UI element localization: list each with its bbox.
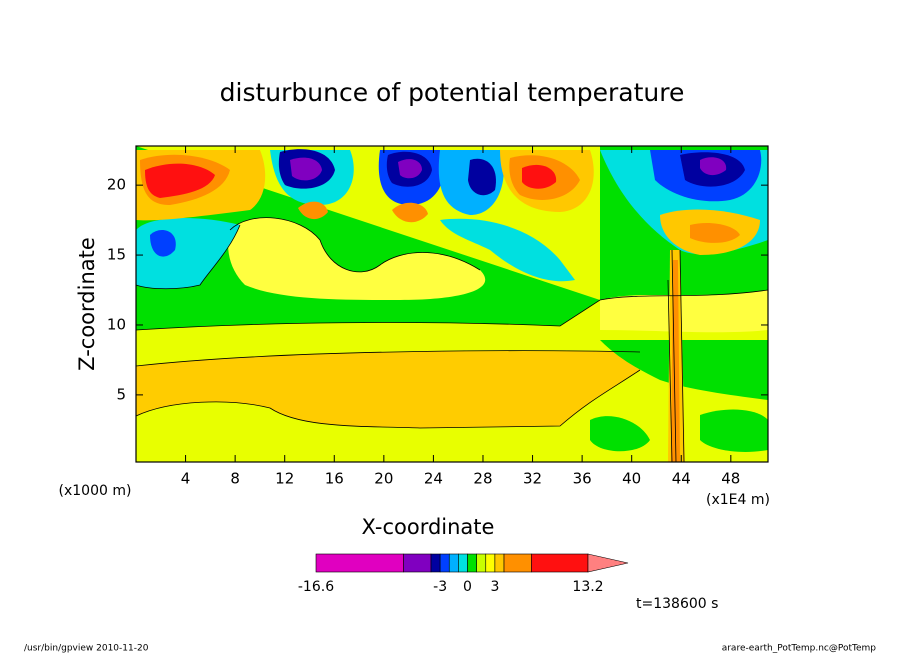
y-unit-label: (x1000 m) <box>59 483 132 499</box>
time-label: t=138600 s <box>636 596 718 612</box>
chart-title: disturbunce of potential temperature <box>220 78 685 107</box>
y-tick-label: 20 <box>107 176 126 194</box>
x-tick-label: 16 <box>325 470 344 488</box>
colorbar-segment <box>315 553 404 573</box>
y-tick-label: 5 <box>116 385 126 403</box>
x-tick-label: 20 <box>374 470 393 488</box>
colorbar-segment <box>403 553 432 573</box>
footer-left: /usr/bin/gpview 2010-11-20 <box>24 644 149 654</box>
colorbar-tick-label: 13.2 <box>572 579 603 595</box>
footer-right: arare-earth_PotTemp.nc@PotTemp <box>722 644 877 654</box>
plot-frame <box>135 145 769 463</box>
colorbar-tick-label: 0 <box>463 579 472 595</box>
contour-field <box>136 146 768 462</box>
colorbar-segment <box>531 553 589 573</box>
x-tick-label: 32 <box>523 470 542 488</box>
colorbar-extension <box>587 553 629 573</box>
x-unit-label: (x1E4 m) <box>706 492 770 508</box>
colorbar-segment <box>448 553 459 573</box>
x-tick-label: 24 <box>424 470 443 488</box>
x-tick-label: 44 <box>672 470 691 488</box>
x-tick-label: 48 <box>721 470 740 488</box>
colorbar-segment <box>485 553 496 573</box>
colorbar-segment <box>430 553 441 573</box>
x-axis-label: X-coordinate <box>362 515 495 539</box>
x-tick-label: 4 <box>181 470 191 488</box>
colorbar-segment <box>458 553 468 573</box>
colorbar-segment <box>476 553 487 573</box>
colorbar-tick-label: 3 <box>490 579 499 595</box>
colorbar-segment <box>467 553 477 573</box>
y-axis-label: Z-coordinate <box>75 237 99 371</box>
y-tick-label: 10 <box>107 315 126 333</box>
colorbar-tick-label: -16.6 <box>298 579 334 595</box>
x-tick-label: 8 <box>230 470 240 488</box>
x-tick-label: 36 <box>573 470 592 488</box>
colorbar-tick-label: -3 <box>433 579 447 595</box>
colorbar-segment <box>494 553 505 573</box>
x-tick-label: 40 <box>622 470 641 488</box>
y-tick-label: 15 <box>107 246 126 264</box>
x-tick-label: 12 <box>275 470 294 488</box>
colorbar-segment <box>439 553 450 573</box>
x-tick-label: 28 <box>473 470 492 488</box>
colorbar-segment <box>503 553 532 573</box>
